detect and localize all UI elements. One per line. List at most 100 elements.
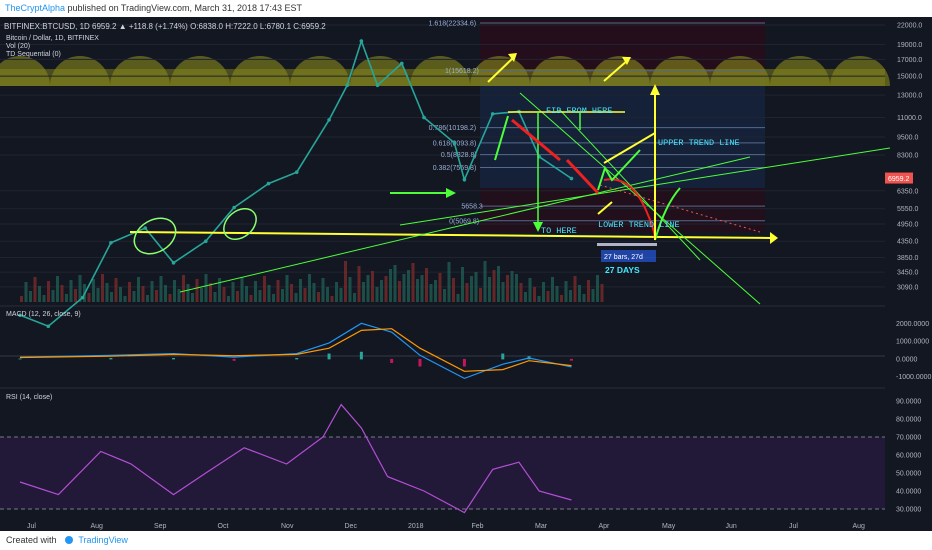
volume-bar xyxy=(254,281,257,302)
time-tick-label: Apr xyxy=(599,523,611,530)
time-axis-labels: Jul Aug Sep Oct Nov Dec 2018 Feb Mar Apr May Jun Jul… xyxy=(27,523,865,530)
macd-hist-bar xyxy=(501,353,505,360)
macd-tick-label: 2000.0000 xyxy=(896,321,929,328)
volume-bar xyxy=(204,274,208,302)
fib-level-label: 1(15618.2) xyxy=(445,68,479,75)
price-point xyxy=(345,83,350,88)
rsi-tick-label: 90.0000 xyxy=(896,399,921,406)
price-point xyxy=(46,324,51,329)
macd-title: MACD (12, 26, close, 9) xyxy=(6,311,81,318)
volume-bar xyxy=(267,285,271,302)
volume-bar xyxy=(222,287,226,302)
time-tick-label: Jun xyxy=(726,523,737,530)
upper-trend-line-2[interactable] xyxy=(559,109,701,261)
to-here-arrow-head xyxy=(533,222,543,232)
volume-bar xyxy=(29,291,32,302)
volume-bar xyxy=(488,277,491,302)
volume-bar xyxy=(164,285,167,302)
annotation-upper-trend-text: UPPER TREND LINE xyxy=(658,138,740,148)
macd-hist-bar xyxy=(172,358,176,360)
volume-bar xyxy=(231,282,235,302)
volume-bar xyxy=(258,290,262,302)
time-tick-label: Sep xyxy=(154,523,167,530)
rsi-line xyxy=(19,403,572,514)
price-point xyxy=(452,140,457,145)
price-tick-label: 3450.0 xyxy=(897,270,919,277)
fib-level-label: 1.618(22334.6) xyxy=(429,20,476,27)
volume-bar xyxy=(326,287,329,302)
vol-legend: Vol (20) xyxy=(6,43,30,50)
date-range-box[interactable] xyxy=(597,243,657,246)
time-tick-label: Feb xyxy=(472,523,484,530)
cycle-arc xyxy=(170,56,230,86)
chart-canvas: 1.618(22334.6) 1(15618.2) 0.786(10198.2) 0.… xyxy=(0,17,932,530)
yellow-arrow-1 xyxy=(487,56,515,83)
macd-hist-bar xyxy=(327,353,331,360)
volume-bar xyxy=(362,282,365,302)
volume-bar xyxy=(74,289,77,302)
volume-bar xyxy=(38,286,41,302)
price-points xyxy=(18,39,574,329)
macd-hist-bar xyxy=(295,358,299,360)
rsi-tick-label: 30.0000 xyxy=(896,507,921,514)
price-tick-label: 3850.0 xyxy=(897,255,919,262)
price-point xyxy=(80,295,85,300)
price-point xyxy=(171,261,176,265)
volume-bar xyxy=(87,293,91,302)
rsi-band xyxy=(0,437,885,509)
highlight-ellipse-1[interactable] xyxy=(128,211,182,261)
volume-bar xyxy=(524,292,527,302)
volume-bar xyxy=(335,282,338,302)
volume-bar xyxy=(159,276,163,302)
footer-text: Created with xyxy=(6,535,57,545)
volume-bar xyxy=(555,286,559,302)
highlight-ellipse-2[interactable] xyxy=(218,202,262,245)
green-curve-up xyxy=(654,187,681,241)
price-axis[interactable] xyxy=(885,17,932,520)
volume-bar xyxy=(312,283,316,302)
macd-pane xyxy=(0,308,885,386)
price-point xyxy=(18,313,22,317)
time-tick-label: Mar xyxy=(535,523,548,530)
support-line[interactable] xyxy=(129,231,771,239)
rsi-tick-label: 80.0000 xyxy=(896,417,921,424)
upper-trend-vertical-head xyxy=(650,84,660,95)
rsi-tick-label: 60.0000 xyxy=(896,453,921,460)
volume-bar xyxy=(425,268,428,302)
volume-bar xyxy=(393,265,397,302)
volume-bar xyxy=(420,275,424,302)
volume-bar xyxy=(182,275,185,302)
tradingview-link[interactable]: TradingView xyxy=(78,535,128,545)
volume-bar xyxy=(560,295,563,302)
time-tick-label: Oct xyxy=(218,523,229,530)
volume-bar xyxy=(119,287,122,302)
author-link[interactable]: TheCryptAlpha xyxy=(5,3,66,13)
price-tick-label: 11000.0 xyxy=(897,115,922,122)
price-point xyxy=(204,239,208,244)
green-arrow-head-1 xyxy=(446,188,456,198)
macd-hist-bar xyxy=(359,351,363,360)
volume-bar xyxy=(186,284,190,302)
volume-bar xyxy=(483,261,487,302)
time-tick-label: 2018 xyxy=(408,523,424,530)
volume-bar xyxy=(384,276,388,302)
volume-bar xyxy=(434,280,437,302)
volume-bar xyxy=(411,263,415,302)
macd-tick-label: -1000.0000 xyxy=(896,374,932,381)
volume-bar xyxy=(546,291,550,302)
volume-bar xyxy=(105,283,109,302)
volume-bar xyxy=(200,288,203,302)
price-tick-label: 4950.0 xyxy=(897,221,919,228)
volume-bar xyxy=(173,280,176,302)
volume-bar xyxy=(146,295,149,302)
volume-bar xyxy=(519,283,523,302)
price-tick-label: 13000.0 xyxy=(897,93,922,100)
volume-bar xyxy=(263,276,266,302)
volume-bar xyxy=(339,288,343,302)
price-point xyxy=(266,181,271,186)
volume-bar xyxy=(60,285,64,302)
lower-trend-line-2[interactable] xyxy=(399,147,891,226)
volume-bar xyxy=(416,279,419,302)
cycle-arc xyxy=(410,56,470,86)
macd-hist-bar xyxy=(18,358,22,360)
